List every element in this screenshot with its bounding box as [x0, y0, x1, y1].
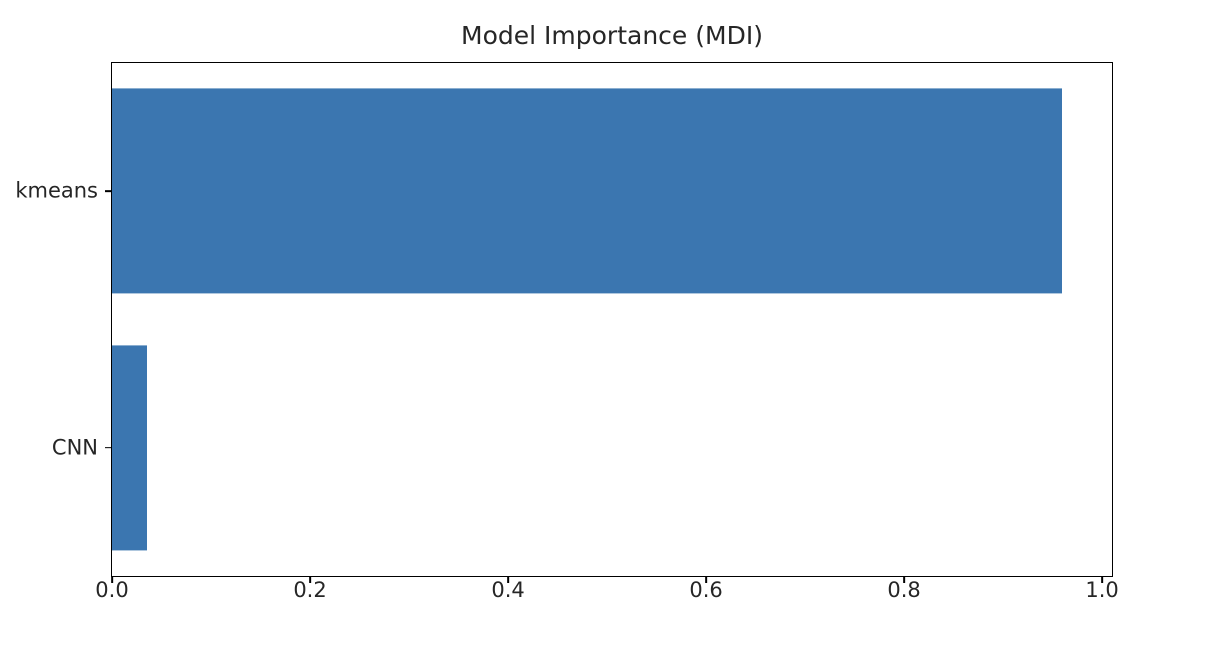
x-axis-tick	[903, 576, 905, 583]
y-tick-label-kmeans: kmeans	[15, 178, 98, 203]
x-axis-tick	[705, 576, 707, 583]
chart-title: Model Importance (MDI)	[461, 21, 763, 50]
plot-area: kmeans CNN 0.0 0.2 0.4 0.6 0.8 1.0	[15, 62, 1119, 601]
y-tick-label-CNN: CNN	[51, 435, 98, 460]
x-axis-tick	[111, 576, 113, 583]
bar-CNN	[112, 345, 147, 551]
x-tick-label-1.0: 1.0	[1085, 578, 1119, 602]
y-axis-tick	[105, 446, 112, 449]
x-axis-tick	[309, 576, 311, 583]
x-axis-tick	[507, 576, 509, 583]
x-tick-label-0.2: 0.2	[293, 578, 327, 602]
bar-kmeans	[112, 88, 1063, 294]
x-tick-label-0.6: 0.6	[689, 578, 723, 602]
x-axis-tick	[1101, 576, 1103, 583]
y-axis-tick	[105, 190, 112, 193]
x-tick-label-0.0: 0.0	[95, 578, 129, 602]
x-tick-label-0.8: 0.8	[887, 578, 921, 602]
x-tick-label-0.4: 0.4	[491, 578, 525, 602]
